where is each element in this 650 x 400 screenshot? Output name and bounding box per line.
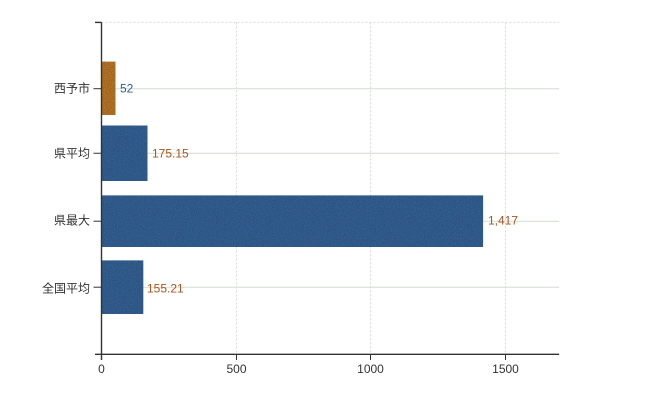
svg-text:0: 0 (98, 362, 105, 376)
svg-text:52: 52 (120, 82, 134, 96)
svg-text:西予市: 西予市 (54, 81, 90, 96)
svg-text:500: 500 (226, 362, 246, 376)
svg-text:155.21: 155.21 (147, 282, 184, 296)
svg-text:1,417: 1,417 (488, 214, 518, 228)
svg-text:全国平均: 全国平均 (42, 281, 90, 296)
svg-text:1500: 1500 (492, 362, 519, 376)
svg-text:1000: 1000 (357, 362, 384, 376)
svg-text:県平均: 県平均 (54, 147, 90, 161)
svg-text:県最大: 県最大 (54, 214, 90, 228)
svg-text:175.15: 175.15 (152, 147, 189, 161)
